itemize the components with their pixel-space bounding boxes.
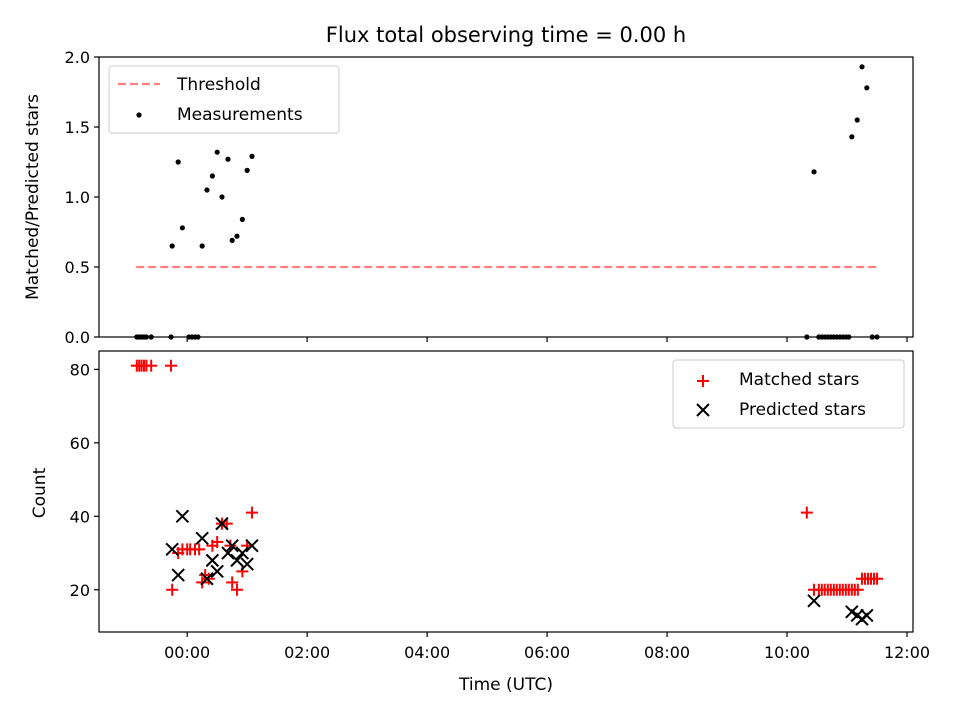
predicted-legend-label: Predicted stars [739,400,866,420]
x-axis-label: Time (UTC) [458,675,553,695]
bottom-ylabel: Count [30,467,50,518]
matched-star-point [800,506,813,519]
matched-legend-label: Matched stars [739,370,859,390]
top-ylabel: Matched/Predicted stars [23,94,43,300]
measurement-point [849,134,855,140]
matched-star-point [851,583,864,596]
predicted-star-point [807,594,821,608]
top-y-ticks: 0.0 0.5 1.0 1.5 2.0 [65,48,99,347]
bottom-y-tick-label: 40 [70,507,90,526]
bottom-legend-box [672,359,905,429]
top-y-tick-label: 0.0 [65,328,90,347]
predicted-star-point [225,538,239,553]
predicted-star-points [165,509,874,626]
bottom-axes-frame [98,350,914,633]
measurement-point [179,225,185,231]
measurement-point [175,159,181,165]
matched-star-point [166,583,179,596]
threshold-legend-label: Threshold [176,75,261,95]
measurement-point [204,187,210,193]
matched-star-point [226,576,239,589]
x-tick-label: 00:00 [164,643,210,662]
x-tick-label: 02:00 [284,643,330,662]
measurement-point [864,85,870,91]
predicted-star-point [860,608,874,623]
measurement-point [854,117,860,123]
predicted-legend-swatch [696,403,710,417]
measurement-point [244,167,250,173]
measurement-point [225,156,231,162]
ratio-panel: Matched/Predicted stars 0.00.51.01.52.0 … [23,48,914,347]
top-y-tick-label: 1.0 [65,188,90,207]
measurement-point [859,64,865,70]
matched-star-point [236,565,249,578]
measurement-point [229,237,235,243]
matched-star-point [145,359,158,372]
predicted-star-point [165,542,179,557]
top-legend-box [108,65,340,134]
predicted-star-point [195,531,209,546]
measurement-point [811,169,817,175]
matched-star-point [164,359,177,372]
top-y-tick-label: 0.5 [65,258,90,277]
matched-star-point [230,583,243,596]
predicted-star-point [200,572,214,586]
x-tick-label: 04:00 [404,643,450,662]
matched-star-point [245,506,258,519]
x-tick-label: 10:00 [764,643,810,662]
measurements-legend-swatch [136,112,142,118]
measurement-point [199,243,205,249]
bottom-x-ticks: 00:00 02:00 04:00 06:00 08:00 10:00 12:00 [164,632,930,662]
x-tick-label: 12:00 [884,643,930,662]
x-tick-label: 06:00 [524,643,570,662]
measurement-point [169,243,175,249]
matched-star-point [871,572,884,585]
count-panel: Count 20 40 60 80 00:00 02:00 04:00 06:00 08:00… [30,350,930,695]
predicted-star-point [221,546,235,560]
matched-star-point [211,536,224,549]
predicted-star-point [175,509,190,524]
predicted-star-point [235,546,250,560]
top-axes-frame [98,56,914,338]
top-legend: Threshold Measurements [108,65,340,134]
figure-title: Flux total observing time = 0.00 h [326,23,686,47]
predicted-star-point [215,516,229,531]
top-x-ticks [186,337,908,342]
measurement-point [214,149,220,155]
bottom-y-tick-label: 60 [70,434,90,453]
predicted-star-point [171,568,185,582]
measurement-point [234,233,240,239]
predicted-star-point [245,538,259,553]
measurement-point [249,153,255,159]
measurement-point [239,216,245,222]
x-tick-label: 08:00 [644,643,690,662]
matched-star-points [130,359,884,596]
measurement-point [209,173,215,179]
measurements-legend-label: Measurements [177,105,303,125]
predicted-star-point [205,553,220,568]
measurement-point [219,194,225,200]
top-y-tick-label: 2.0 [65,48,90,67]
predicted-star-point [210,564,224,579]
matched-star-point [202,572,215,585]
bottom-y-ticks: 20 40 60 80 [70,360,99,600]
bottom-legend: Matched stars Predicted stars [672,359,905,429]
predicted-star-point [240,557,254,571]
bottom-y-tick-label: 80 [70,360,90,379]
top-y-tick-label: 1.5 [65,118,90,137]
matched-legend-swatch [697,375,709,387]
predicted-star-point [230,553,244,568]
matched-star-point [193,543,206,556]
bottom-y-tick-label: 20 [70,581,90,600]
